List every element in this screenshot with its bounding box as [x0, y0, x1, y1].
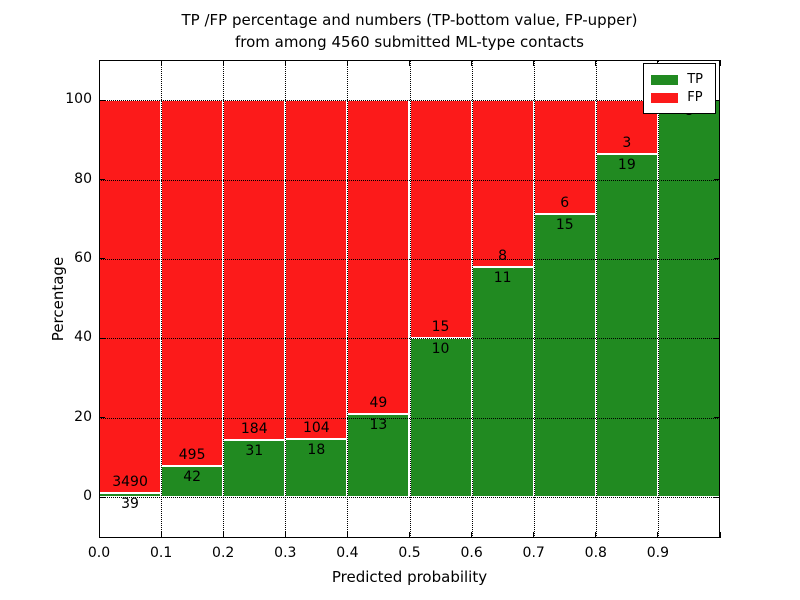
- x-tick-label: 0.1: [149, 545, 173, 561]
- bar-label-fp: 8: [498, 248, 508, 265]
- x-tick-mark: [284, 532, 286, 538]
- x-tick-mark: [222, 60, 224, 66]
- bar-label-tp: 11: [493, 270, 512, 287]
- bar-segment-tp: [285, 438, 348, 498]
- x-tick-mark: [160, 532, 162, 538]
- x-tick-mark: [471, 60, 473, 66]
- bar-segment-fp: [285, 100, 348, 439]
- x-tick-mark: [346, 60, 348, 66]
- x-tick-mark: [346, 532, 348, 538]
- gridline-horizontal: [99, 497, 720, 499]
- legend-label-tp: TP: [687, 72, 703, 87]
- plot-area: TP FP 3490 39 495 42 184 31 104 18 49 13 15 10 8 11 6 1…: [98, 60, 721, 538]
- y-tick-label: 100: [65, 91, 92, 108]
- bar-segment-fp: [347, 100, 410, 414]
- x-tick-mark: [533, 60, 535, 66]
- bar-segment-tp: [161, 466, 224, 498]
- x-tick-mark: [409, 60, 410, 66]
- bar-label-tp: 13: [369, 416, 388, 433]
- x-tick-label: 0.4: [336, 545, 359, 561]
- bar-label-fp: 3490: [112, 473, 148, 490]
- x-tick-label: 0.7: [522, 545, 545, 561]
- fp-swatch-icon: [651, 92, 679, 103]
- y-tick-label: 60: [74, 249, 92, 266]
- x-tick-label: 0.8: [584, 545, 607, 561]
- bar-segment-tp: [533, 213, 596, 498]
- bar-segment-fp: [223, 100, 286, 440]
- x-tick-mark: [595, 60, 597, 66]
- x-tick-mark: [595, 532, 597, 538]
- y-tick-label: 20: [74, 408, 92, 425]
- x-tick-mark: [222, 532, 224, 538]
- y-tick-label: 40: [74, 329, 92, 346]
- x-tick-label: 0.2: [212, 545, 235, 561]
- legend-item-tp: TP: [651, 72, 703, 87]
- bar-segment-tp: [409, 338, 472, 498]
- x-tick-label: 0.0: [87, 545, 111, 561]
- x-axis-label: Predicted probability: [331, 568, 488, 586]
- y-tick-label: 80: [74, 170, 92, 187]
- tp-swatch-icon: [651, 74, 679, 85]
- bar-label-fp: 6: [560, 194, 570, 211]
- x-tick-label: 0.9: [646, 545, 670, 561]
- legend: TP FP: [643, 63, 716, 114]
- bar-label-tp: 15: [555, 216, 574, 233]
- bar-label-fp: 3: [622, 135, 632, 152]
- x-tick-mark: [471, 532, 473, 538]
- bar-segment-fp: [99, 100, 162, 493]
- bar-label-tp: 42: [183, 469, 202, 486]
- x-tick-mark: [657, 532, 659, 538]
- bar-label-tp: 31: [245, 442, 264, 459]
- x-tick-mark: [533, 532, 535, 538]
- chart-title-line2: from among 4560 submitted ML-type contac…: [235, 33, 584, 51]
- chart-title: TP /FP percentage and numbers (TP-bottom…: [99, 9, 720, 53]
- y-tick-label: 0: [83, 488, 92, 505]
- x-tick-mark: [719, 532, 721, 538]
- bar-segment-tp: [595, 154, 658, 498]
- bar-segment-fp: [161, 100, 224, 467]
- x-tick-mark: [409, 532, 410, 538]
- bar-segment-fp: [409, 100, 472, 339]
- bar-label-tp: 39: [121, 495, 139, 512]
- x-tick-mark: [98, 532, 100, 538]
- x-tick-mark: [284, 60, 286, 66]
- bar-label-fp: 495: [178, 447, 206, 464]
- bar-segment-tp: [471, 267, 534, 498]
- bar-label-tp: 10: [431, 341, 450, 358]
- bar-label-fp: 104: [302, 419, 330, 436]
- x-tick-label: 0.6: [460, 545, 483, 561]
- bar-label-fp: 184: [240, 420, 268, 437]
- bar-label-tp: 19: [617, 157, 636, 174]
- legend-label-fp: FP: [687, 90, 703, 105]
- bar-label-tp: 18: [307, 441, 326, 458]
- bar-segment-fp: [471, 100, 534, 268]
- bar-segment-tp: [657, 100, 720, 498]
- x-tick-mark: [98, 60, 100, 66]
- x-tick-label: 0.3: [274, 545, 297, 561]
- bar-label-fp: 15: [431, 319, 450, 336]
- x-tick-mark: [719, 60, 721, 66]
- legend-item-fp: FP: [651, 90, 703, 105]
- x-tick-mark: [160, 60, 162, 66]
- chart-title-line1: TP /FP percentage and numbers (TP-bottom…: [181, 11, 638, 29]
- bar-segment-tp: [223, 439, 286, 498]
- bar-label-fp: 49: [369, 394, 388, 411]
- x-tick-label: 0.5: [398, 545, 421, 561]
